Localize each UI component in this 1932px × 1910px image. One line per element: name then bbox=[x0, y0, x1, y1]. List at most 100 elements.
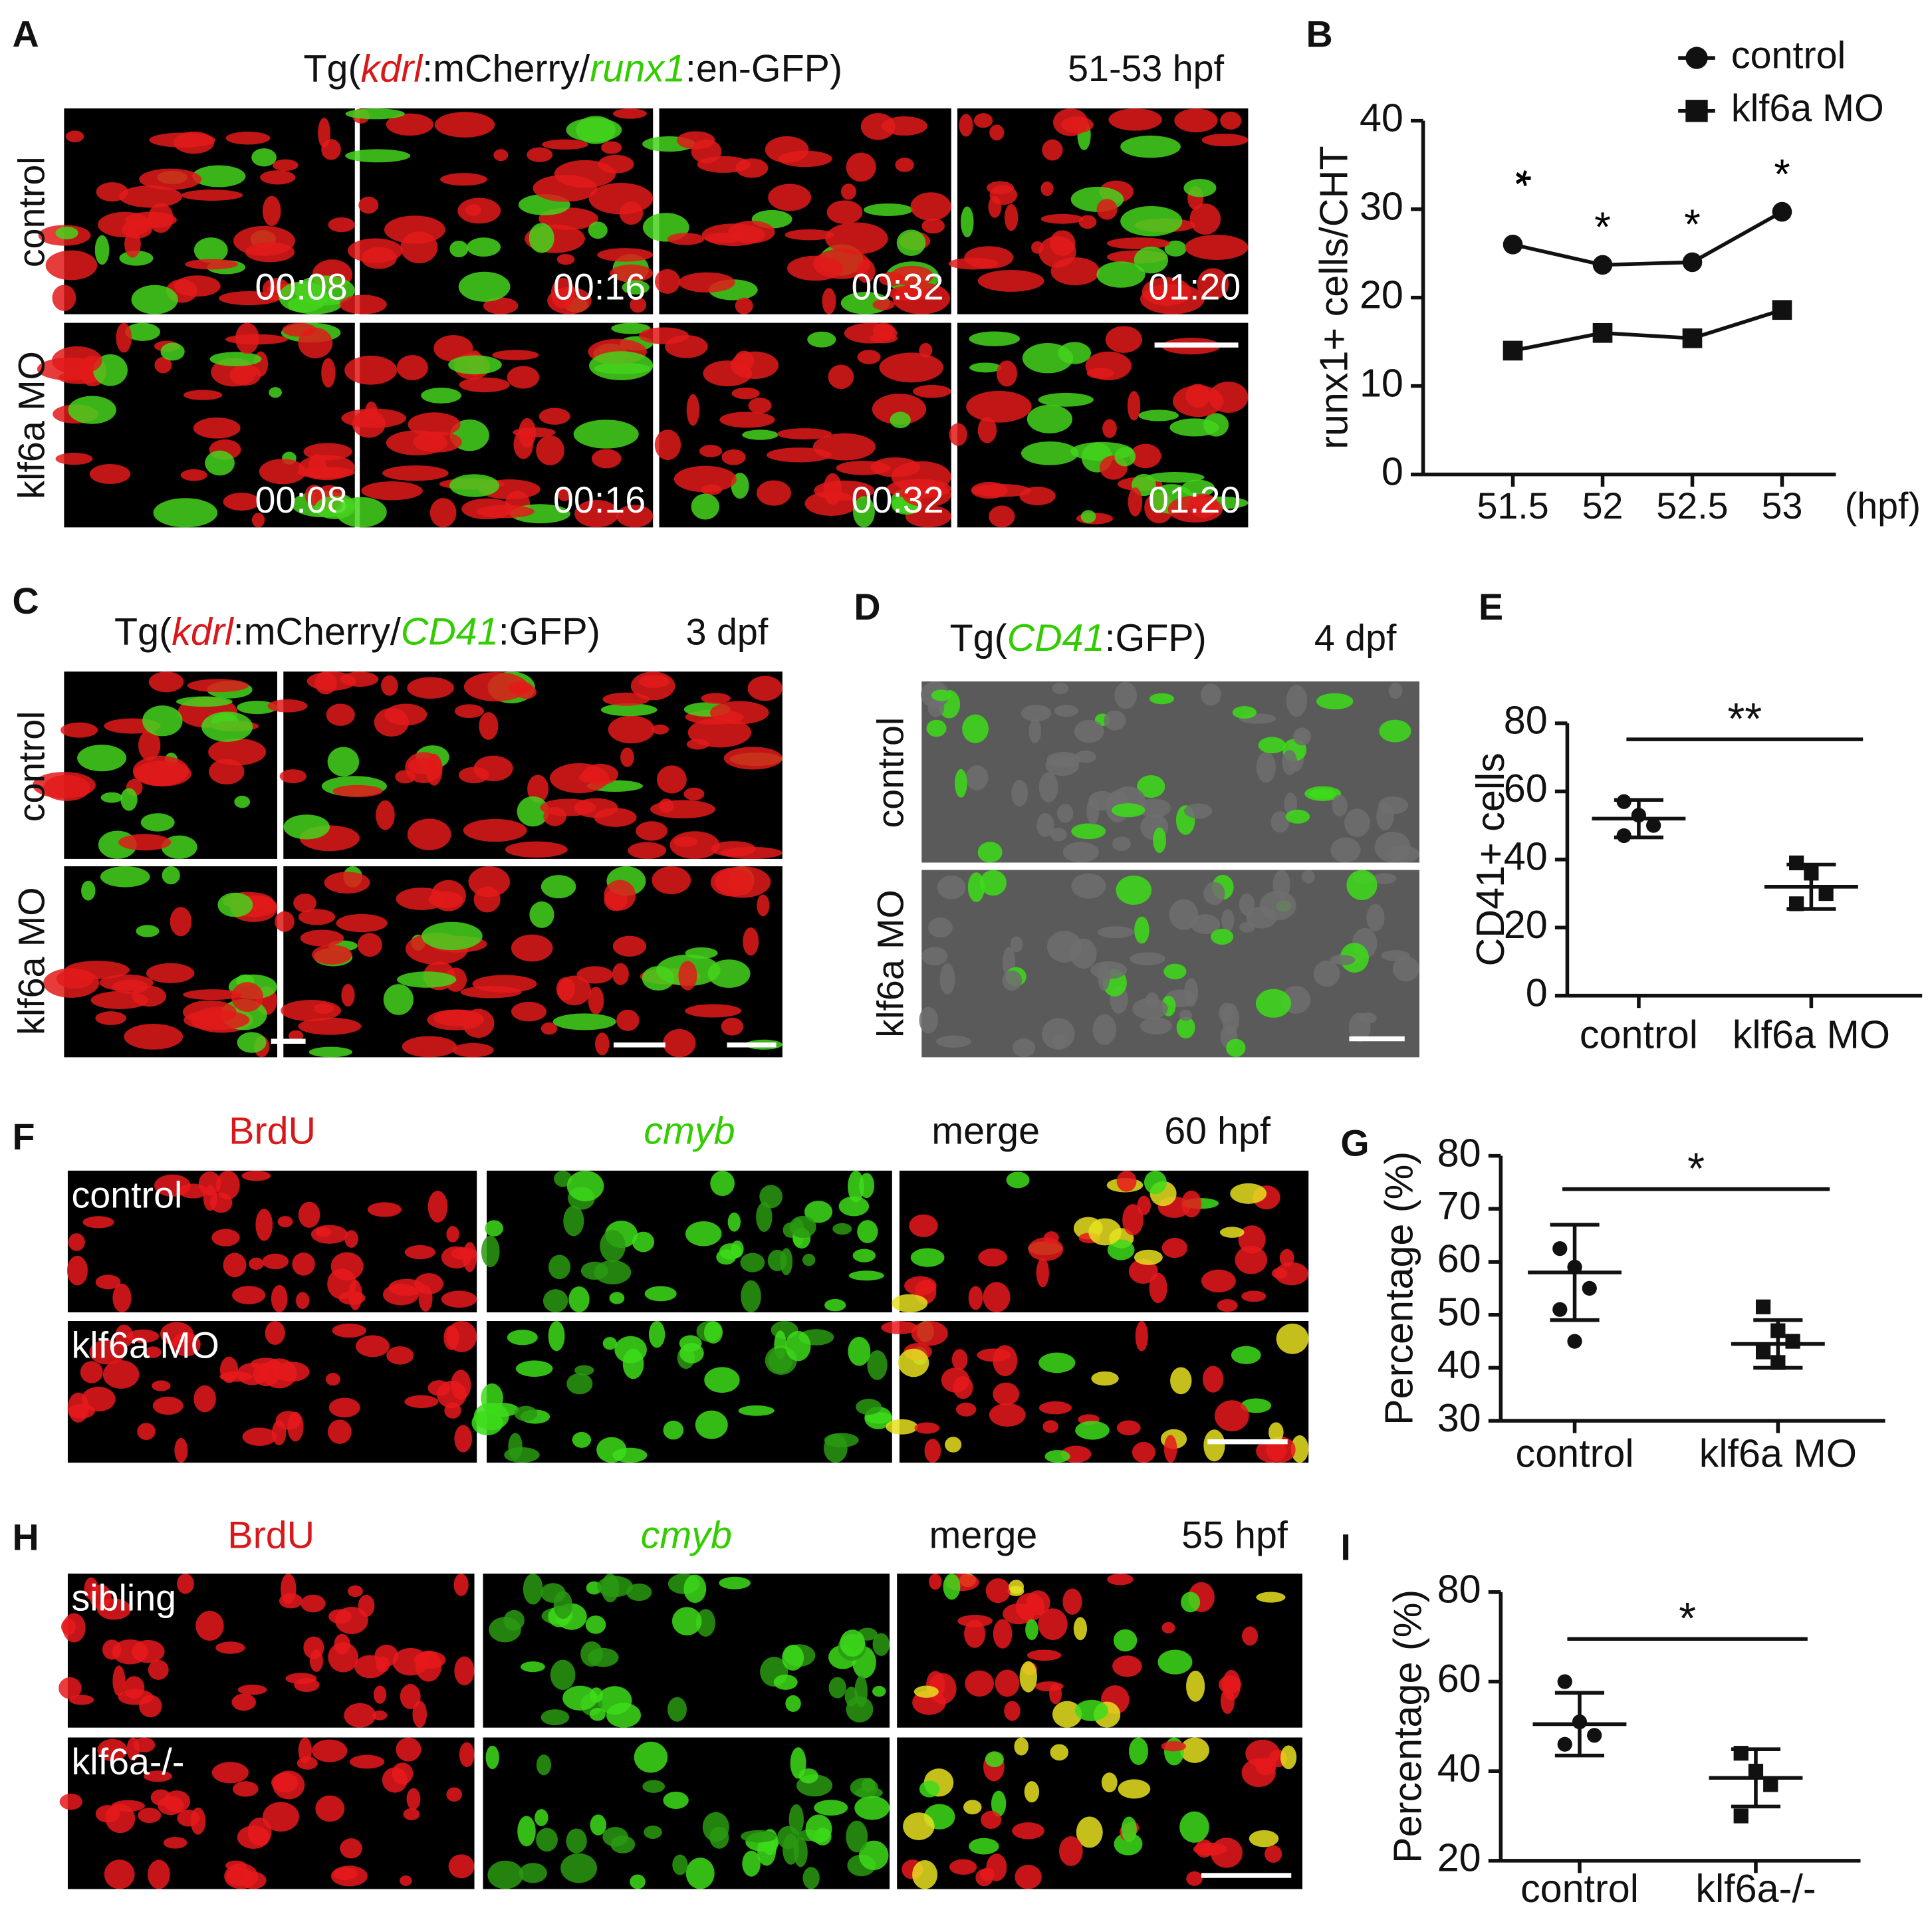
cell bbox=[185, 259, 238, 270]
x-tick-label: 52.5 bbox=[1656, 485, 1728, 527]
cell bbox=[120, 788, 138, 811]
cell bbox=[404, 1395, 439, 1408]
cell bbox=[453, 1573, 469, 1596]
x-tick-label: 53 bbox=[1762, 485, 1803, 527]
cell bbox=[386, 1346, 414, 1365]
cell bbox=[1255, 989, 1291, 1018]
cell bbox=[1184, 803, 1213, 819]
cell bbox=[144, 1346, 162, 1358]
cell bbox=[977, 270, 1044, 292]
cell bbox=[301, 1594, 326, 1613]
cell bbox=[678, 961, 697, 991]
cell bbox=[589, 1707, 606, 1721]
cell bbox=[553, 1591, 572, 1619]
cell bbox=[995, 1669, 1020, 1697]
cell bbox=[1004, 1701, 1021, 1721]
cell bbox=[1231, 1346, 1261, 1364]
cell bbox=[1274, 1262, 1309, 1286]
cell bbox=[1173, 385, 1224, 418]
cell bbox=[354, 1655, 386, 1679]
cell bbox=[547, 287, 592, 314]
marker bbox=[1772, 201, 1792, 222]
cell bbox=[272, 159, 299, 172]
cell bbox=[1153, 827, 1166, 854]
cell bbox=[552, 1013, 616, 1030]
cell bbox=[937, 875, 966, 899]
cell bbox=[223, 1253, 247, 1278]
cell bbox=[919, 1007, 938, 1034]
cell bbox=[679, 1335, 702, 1352]
panel-letter: H bbox=[13, 1517, 39, 1558]
cell bbox=[1028, 1237, 1064, 1261]
cell bbox=[454, 704, 484, 719]
cell bbox=[1026, 404, 1072, 433]
cell bbox=[298, 327, 333, 358]
cell bbox=[481, 1235, 500, 1267]
cell bbox=[154, 356, 172, 374]
cell bbox=[576, 116, 616, 144]
cell bbox=[344, 1230, 358, 1248]
cell bbox=[573, 419, 639, 449]
cell bbox=[1174, 108, 1218, 133]
cell bbox=[1046, 751, 1081, 768]
cell bbox=[742, 1850, 761, 1877]
cell bbox=[1042, 1420, 1059, 1433]
cell bbox=[201, 711, 253, 742]
cell bbox=[719, 1576, 751, 1590]
cell bbox=[683, 1574, 707, 1604]
cell bbox=[677, 131, 715, 150]
cell bbox=[1004, 203, 1019, 231]
cell bbox=[124, 230, 141, 258]
cell bbox=[1270, 811, 1290, 833]
cell bbox=[805, 1814, 832, 1844]
cell bbox=[215, 1641, 245, 1654]
cell bbox=[556, 254, 575, 265]
cell bbox=[152, 1396, 183, 1415]
cell bbox=[382, 465, 449, 481]
cell bbox=[133, 1737, 156, 1752]
cell bbox=[802, 1867, 820, 1889]
cell bbox=[1026, 1649, 1062, 1661]
timestamp: 01:20 bbox=[1148, 479, 1241, 521]
cell bbox=[1092, 1014, 1117, 1045]
cell bbox=[344, 1703, 376, 1728]
cell bbox=[566, 1373, 593, 1395]
cell bbox=[541, 1709, 570, 1726]
cell bbox=[260, 170, 296, 185]
cell bbox=[840, 183, 856, 200]
cell bbox=[97, 1738, 128, 1762]
x-unit: (hpf) bbox=[1845, 485, 1921, 527]
cell bbox=[1036, 1258, 1049, 1288]
cell bbox=[448, 1854, 475, 1879]
cell bbox=[251, 513, 265, 528]
cell bbox=[177, 1573, 194, 1594]
cell bbox=[177, 1810, 200, 1827]
cell bbox=[434, 112, 495, 138]
cell bbox=[548, 1254, 571, 1280]
marker bbox=[1557, 1736, 1572, 1752]
cell bbox=[740, 1253, 765, 1272]
cell bbox=[518, 418, 537, 448]
cell bbox=[1120, 205, 1183, 237]
cell bbox=[543, 1289, 568, 1313]
cell bbox=[536, 1828, 558, 1852]
cell bbox=[225, 132, 271, 145]
cell bbox=[400, 1875, 412, 1886]
cell bbox=[1120, 135, 1181, 158]
cell bbox=[1221, 909, 1235, 932]
cell bbox=[1026, 1590, 1050, 1615]
cell bbox=[856, 259, 876, 283]
cell bbox=[735, 297, 753, 314]
cell bbox=[824, 1298, 846, 1312]
cell bbox=[852, 1249, 876, 1262]
cell bbox=[597, 248, 654, 262]
cell bbox=[983, 1282, 1011, 1313]
cell bbox=[65, 130, 84, 143]
cell bbox=[560, 1853, 598, 1883]
cell bbox=[81, 880, 96, 901]
panel-letter: C bbox=[13, 580, 39, 622]
cell bbox=[465, 204, 481, 216]
cell bbox=[476, 505, 535, 519]
cell bbox=[857, 350, 881, 364]
